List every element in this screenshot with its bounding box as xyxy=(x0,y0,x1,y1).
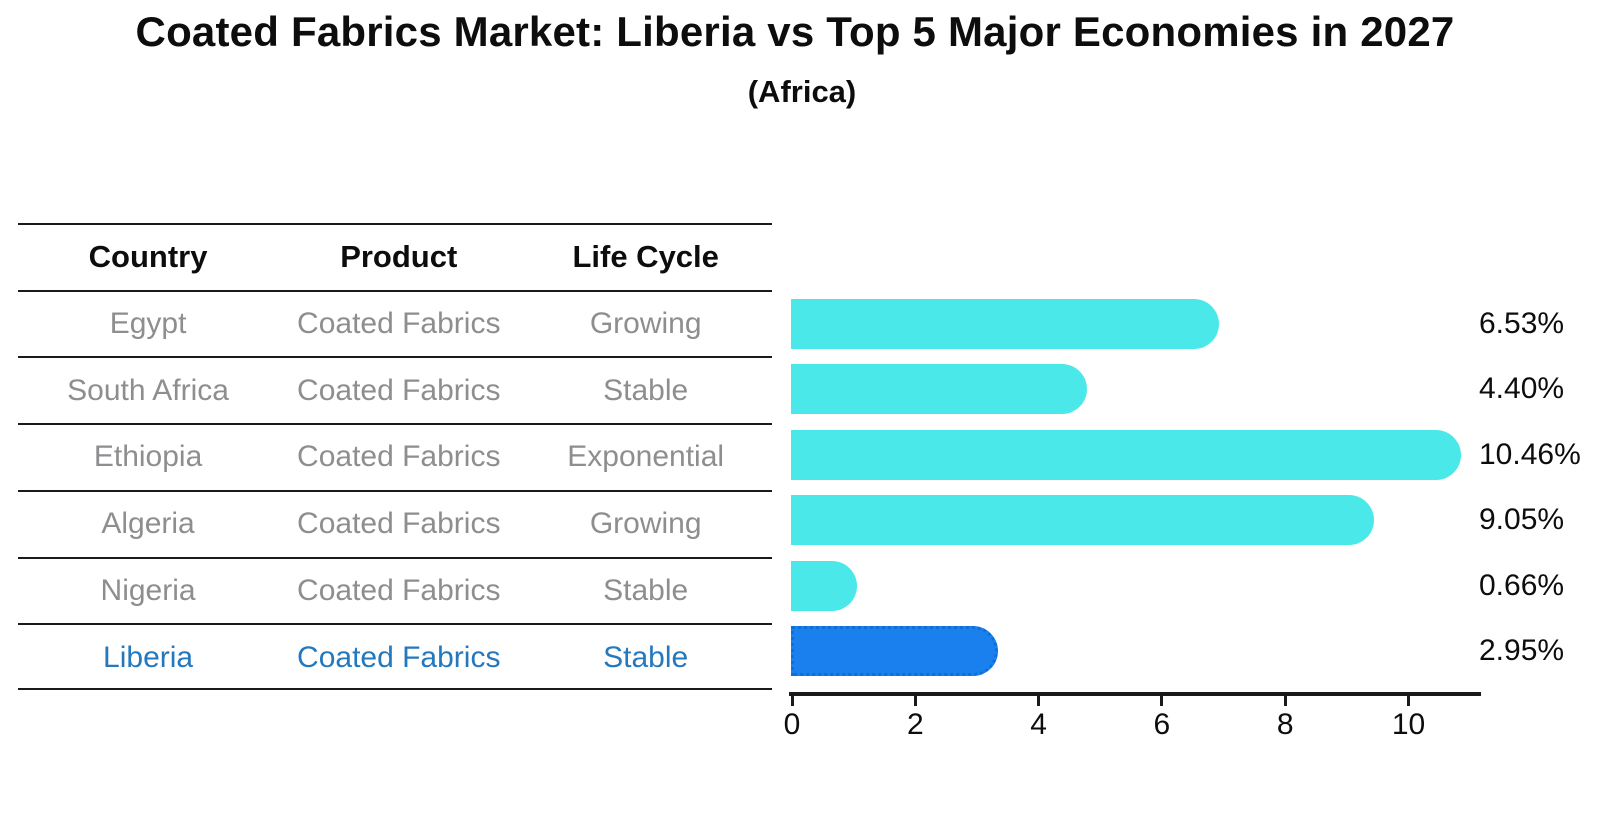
cell-product: Coated Fabrics xyxy=(297,640,501,674)
cell-country: Egypt xyxy=(109,307,187,341)
table-row-liberia: Liberia Coated Fabrics Stable xyxy=(18,623,772,690)
x-axis-tick-label: 8 xyxy=(1276,708,1294,741)
x-axis-line xyxy=(789,692,1481,696)
cell-product: Coated Fabrics xyxy=(297,573,501,607)
x-axis-tick-label: 10 xyxy=(1391,708,1426,741)
x-axis-tick-label: 4 xyxy=(1030,708,1047,741)
bar-value-label: 4.40% xyxy=(1479,372,1565,406)
bar-value-label: 6.53% xyxy=(1479,307,1565,340)
x-axis-tick-label: 2 xyxy=(906,708,924,741)
x-axis-tick-label: 0 xyxy=(783,708,801,741)
page-title: Coated Fabrics Market: Liberia vs Top 5 … xyxy=(135,8,1455,55)
table-row-algeria: Algeria Coated Fabrics Growing xyxy=(18,489,772,557)
comparison-table: Country Product Life Cycle Egypt Coated F… xyxy=(18,223,772,690)
bar-ethiopia xyxy=(791,429,1461,480)
bar-value-label: 2.95% xyxy=(1479,634,1565,667)
bar-value-label: 10.46% xyxy=(1479,437,1581,471)
cell-life-cycle: Stable xyxy=(603,373,689,407)
cell-product: Coated Fabrics xyxy=(297,373,501,407)
table-body: Egypt Coated Fabrics Growing South Africa Co… xyxy=(18,289,772,690)
x-axis-tick xyxy=(1407,695,1410,706)
cell-life-cycle: Stable xyxy=(603,573,689,607)
cell-product: Coated Fabrics xyxy=(297,440,501,474)
bar-liberia xyxy=(791,626,998,676)
x-axis-tick xyxy=(790,695,794,706)
cell-country: Nigeria xyxy=(100,573,196,607)
table-row-nigeria: Nigeria Coated Fabrics Stable xyxy=(18,556,772,624)
cell-country: South Africa xyxy=(67,373,229,407)
x-axis-tick xyxy=(913,695,917,706)
x-axis-tick xyxy=(1283,695,1287,706)
cell-country: Ethiopia xyxy=(93,440,203,474)
cell-product: Coated Fabrics xyxy=(297,507,501,541)
x-axis-tick xyxy=(1160,695,1164,706)
bar-value-label: 0.66% xyxy=(1479,568,1565,602)
table-header-row: Country Product Life Cycle xyxy=(18,223,772,290)
x-axis-tick xyxy=(1037,695,1041,706)
header-cell-life-cycle: Life Cycle xyxy=(572,239,719,275)
cell-life-cycle: Exponential xyxy=(567,440,725,474)
table-row-south-africa: South Africa Coated Fabrics Stable xyxy=(18,356,772,423)
x-axis-tick-label: 6 xyxy=(1153,708,1171,741)
cell-life-cycle: Growing xyxy=(589,307,702,341)
bar-south-africa xyxy=(791,364,1088,415)
bar-egypt xyxy=(791,299,1219,349)
table-row-egypt: Egypt Coated Fabrics Growing xyxy=(18,289,772,357)
cell-country: Algeria xyxy=(101,507,195,541)
cell-life-cycle: Growing xyxy=(589,507,702,541)
header-cell-country: Country xyxy=(88,239,208,275)
header-cell-product: Product xyxy=(340,239,458,275)
cell-product: Coated Fabrics xyxy=(297,307,501,341)
cell-life-cycle: Stable xyxy=(603,640,689,674)
table-row-ethiopia: Ethiopia Coated Fabrics Exponential xyxy=(18,423,772,490)
cell-country: Liberia xyxy=(103,640,194,674)
page-subtitle: (Africa) xyxy=(747,74,857,109)
bar-nigeria xyxy=(791,560,857,611)
bar-value-label: 9.05% xyxy=(1479,503,1565,537)
bar-algeria xyxy=(791,495,1374,546)
